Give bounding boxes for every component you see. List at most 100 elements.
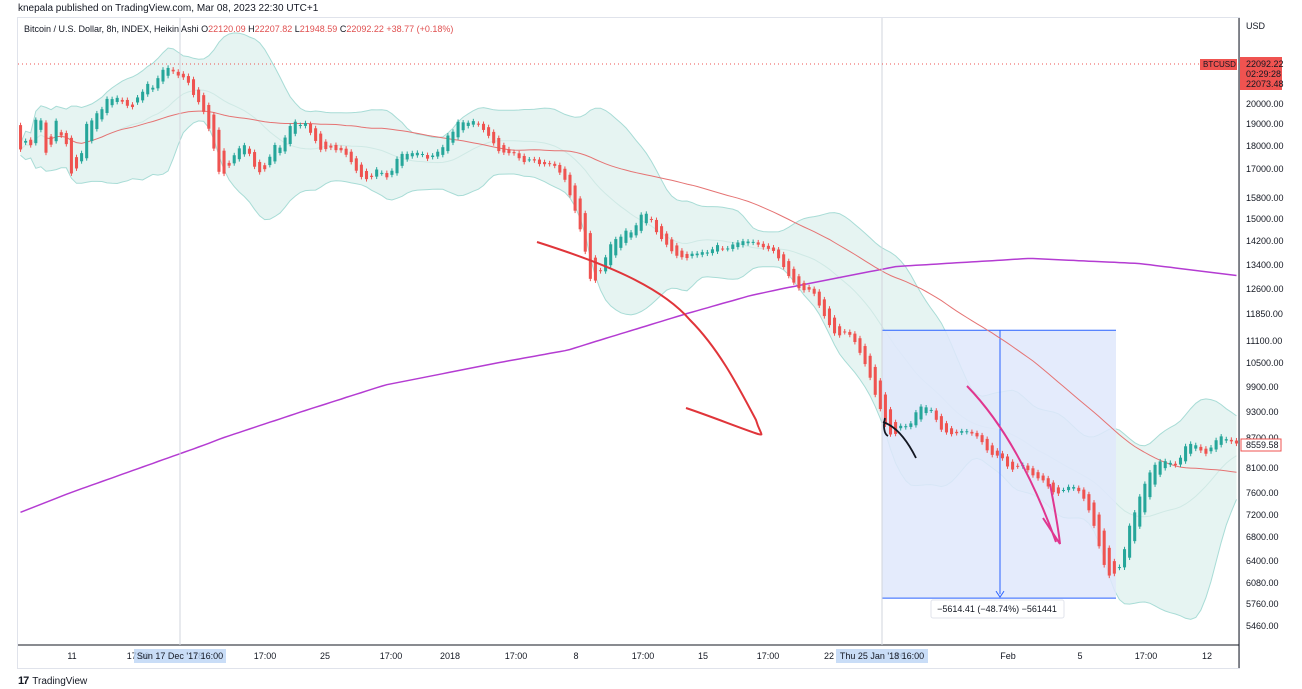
candle[interactable] bbox=[461, 120, 465, 133]
candle[interactable] bbox=[553, 161, 557, 169]
candle[interactable] bbox=[247, 146, 252, 157]
candle[interactable] bbox=[400, 151, 404, 169]
candle[interactable] bbox=[1204, 446, 1208, 457]
candle[interactable] bbox=[39, 118, 43, 133]
candle[interactable] bbox=[1072, 484, 1076, 491]
candle[interactable] bbox=[426, 152, 430, 162]
candle[interactable] bbox=[868, 353, 872, 381]
candle[interactable] bbox=[797, 273, 801, 291]
candle[interactable] bbox=[115, 95, 119, 105]
candle[interactable] bbox=[1005, 453, 1010, 469]
candle[interactable] bbox=[1117, 564, 1121, 571]
candle[interactable] bbox=[532, 156, 536, 163]
candle[interactable] bbox=[543, 159, 547, 167]
candle[interactable] bbox=[69, 135, 73, 176]
candle[interactable] bbox=[232, 152, 236, 166]
candle[interactable] bbox=[731, 241, 735, 252]
candle[interactable] bbox=[1051, 480, 1055, 495]
candle[interactable] bbox=[329, 143, 333, 151]
candle[interactable] bbox=[680, 248, 684, 260]
candle[interactable] bbox=[700, 249, 704, 258]
candle[interactable] bbox=[253, 149, 257, 170]
candle[interactable] bbox=[1153, 462, 1157, 487]
candle[interactable] bbox=[782, 251, 786, 270]
candle[interactable] bbox=[1056, 485, 1060, 496]
candle[interactable] bbox=[1148, 470, 1152, 500]
candle[interactable] bbox=[1168, 460, 1172, 468]
candle[interactable] bbox=[950, 425, 954, 437]
candle[interactable] bbox=[481, 121, 486, 133]
candle[interactable] bbox=[1189, 441, 1193, 457]
candle[interactable] bbox=[49, 133, 53, 148]
candle[interactable] bbox=[364, 168, 369, 182]
candle[interactable] bbox=[130, 102, 134, 110]
candle[interactable] bbox=[751, 239, 755, 246]
candle[interactable] bbox=[186, 73, 190, 86]
candle[interactable] bbox=[1102, 528, 1106, 568]
candle[interactable] bbox=[665, 231, 669, 248]
candle[interactable] bbox=[390, 168, 394, 178]
candle[interactable] bbox=[710, 246, 714, 256]
candle[interactable] bbox=[1036, 469, 1040, 481]
candle[interactable] bbox=[339, 145, 343, 153]
candle[interactable] bbox=[537, 157, 541, 167]
candle[interactable] bbox=[456, 119, 460, 140]
candle[interactable] bbox=[497, 135, 501, 154]
candle[interactable] bbox=[624, 228, 628, 246]
candle[interactable] bbox=[502, 142, 506, 155]
candle[interactable] bbox=[1143, 481, 1147, 515]
candle[interactable] bbox=[441, 144, 445, 158]
candle[interactable] bbox=[446, 133, 450, 154]
candle[interactable] bbox=[914, 409, 918, 428]
candle[interactable] bbox=[191, 76, 196, 98]
candle[interactable] bbox=[670, 237, 674, 254]
candle[interactable] bbox=[1224, 436, 1228, 444]
candle[interactable] bbox=[649, 216, 653, 223]
candle[interactable] bbox=[309, 121, 313, 136]
candle[interactable] bbox=[375, 167, 379, 180]
candle[interactable] bbox=[44, 120, 48, 156]
candle[interactable] bbox=[74, 154, 79, 171]
candle[interactable] bbox=[136, 94, 140, 105]
candle[interactable] bbox=[1067, 484, 1071, 493]
candle[interactable] bbox=[110, 96, 114, 108]
candle[interactable] bbox=[527, 157, 531, 163]
candle[interactable] bbox=[314, 125, 318, 144]
measure-range-box[interactable] bbox=[882, 330, 1116, 599]
candle[interactable] bbox=[166, 65, 170, 79]
candle[interactable] bbox=[258, 159, 262, 175]
candle[interactable] bbox=[176, 69, 180, 79]
candle[interactable] bbox=[146, 81, 150, 97]
candle[interactable] bbox=[283, 135, 287, 154]
candle[interactable] bbox=[1163, 458, 1167, 471]
candle[interactable] bbox=[156, 75, 160, 91]
candle[interactable] bbox=[756, 239, 760, 248]
candle[interactable] bbox=[197, 87, 201, 105]
candle[interactable] bbox=[894, 419, 898, 437]
candle[interactable] bbox=[273, 142, 277, 164]
candle[interactable] bbox=[995, 448, 999, 459]
candle[interactable] bbox=[476, 121, 480, 127]
candle[interactable] bbox=[1133, 509, 1137, 544]
candle[interactable] bbox=[1158, 458, 1162, 478]
candle[interactable] bbox=[746, 239, 750, 246]
candle[interactable] bbox=[838, 323, 842, 338]
candle[interactable] bbox=[436, 149, 440, 159]
candle[interactable] bbox=[171, 67, 175, 74]
candle[interactable] bbox=[288, 123, 292, 147]
candle[interactable] bbox=[990, 442, 994, 458]
candle[interactable] bbox=[619, 234, 623, 251]
candle[interactable] bbox=[268, 154, 272, 168]
candle[interactable] bbox=[563, 166, 567, 183]
candle[interactable] bbox=[883, 392, 887, 428]
candle[interactable] bbox=[609, 241, 613, 268]
candle[interactable] bbox=[19, 122, 23, 152]
candle[interactable] bbox=[1026, 463, 1030, 473]
candle[interactable] bbox=[965, 428, 969, 435]
candle[interactable] bbox=[1061, 487, 1066, 493]
candle[interactable] bbox=[1097, 512, 1101, 549]
candle[interactable] bbox=[29, 137, 33, 148]
candle[interactable] bbox=[522, 153, 526, 165]
candle[interactable] bbox=[1184, 443, 1188, 464]
